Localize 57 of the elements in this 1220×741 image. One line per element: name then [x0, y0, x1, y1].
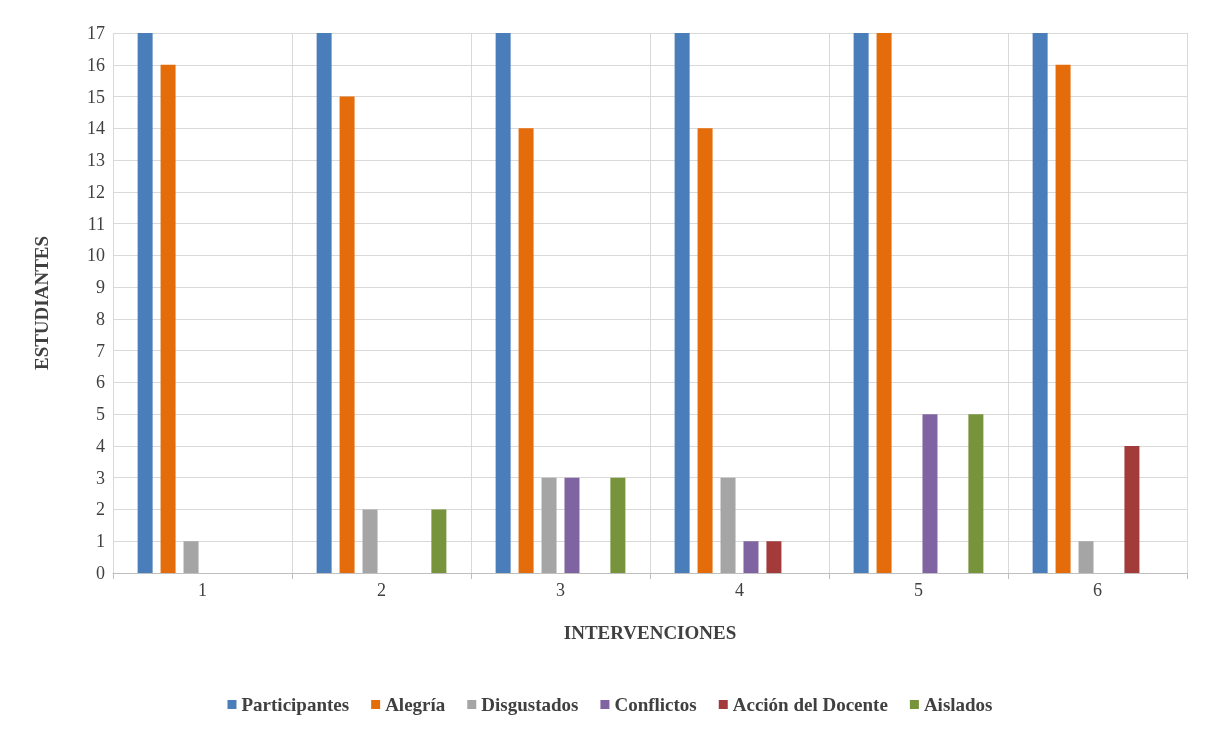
- legend-label: Participantes: [241, 694, 350, 715]
- bar: [183, 541, 199, 573]
- legend-label: Acción del Docente: [732, 694, 888, 715]
- y-tick-label: 9: [96, 277, 105, 298]
- bar: [1078, 541, 1094, 573]
- bar: [339, 96, 355, 573]
- legend-label: Aislados: [923, 694, 993, 715]
- bar: [743, 541, 759, 573]
- bar: [495, 33, 511, 573]
- y-tick-label: 12: [87, 181, 105, 202]
- x-axis-title: INTERVENCIONES: [563, 622, 737, 643]
- bar: [431, 509, 447, 573]
- bar: [610, 477, 626, 573]
- bar: [922, 414, 938, 573]
- bar: [362, 509, 378, 573]
- bar: [137, 33, 153, 573]
- bar: [876, 33, 892, 573]
- x-tick-label: 2: [377, 580, 386, 600]
- y-tick-label: 7: [96, 340, 105, 361]
- y-axis-title: ESTUDIANTES: [31, 235, 52, 371]
- y-tick-label: 10: [87, 245, 105, 266]
- y-tick-label: 17: [87, 23, 105, 43]
- bar: [1032, 33, 1048, 573]
- x-tick-label: 1: [198, 580, 207, 600]
- bar: [1124, 445, 1140, 573]
- bar: [674, 33, 690, 573]
- x-tick-label: 6: [1093, 580, 1102, 600]
- legend-label: Conflictos: [614, 694, 697, 715]
- y-tick-label: 13: [87, 150, 105, 171]
- bar: [766, 541, 782, 573]
- y-tick-label: 5: [96, 404, 105, 425]
- y-tick-label: 4: [96, 435, 105, 456]
- bar: [968, 414, 984, 573]
- y-tick-label: 2: [96, 499, 105, 520]
- y-tick-label: 1: [96, 531, 105, 552]
- bar: [518, 128, 534, 573]
- y-tick-label: 8: [96, 308, 105, 329]
- bar: [697, 128, 713, 573]
- x-tick-label: 4: [735, 580, 744, 600]
- bar: [541, 477, 557, 573]
- bar: [316, 33, 332, 573]
- bar: [853, 33, 869, 573]
- bar: [1055, 64, 1071, 573]
- y-tick-label: 6: [96, 372, 105, 393]
- bar: [160, 64, 176, 573]
- y-tick-label: 11: [87, 213, 105, 234]
- y-tick-label: 15: [87, 86, 105, 107]
- y-tick-label: 0: [96, 563, 105, 583]
- y-tick-label: 3: [96, 467, 105, 488]
- bar: [720, 477, 736, 573]
- x-tick-label: 3: [556, 580, 565, 600]
- legend-label: Disgustados: [481, 694, 579, 715]
- y-tick-label: 16: [87, 54, 105, 75]
- bar: [564, 477, 580, 573]
- x-tick-label: 5: [914, 580, 923, 600]
- y-tick-label: 14: [87, 118, 105, 139]
- legend-label: Alegría: [385, 694, 446, 715]
